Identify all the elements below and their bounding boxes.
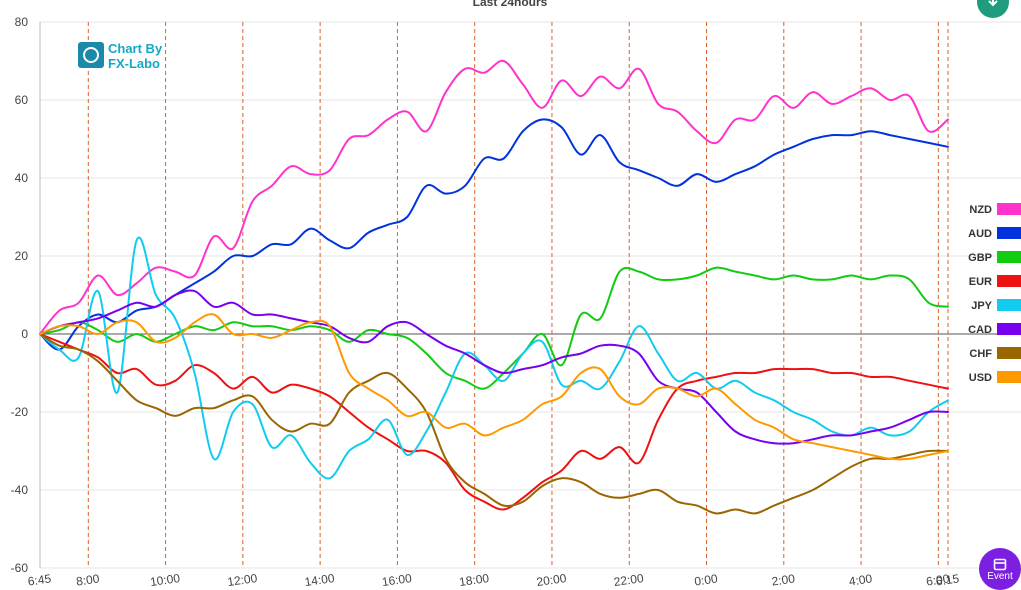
legend-item-eur[interactable]: EUR [969,275,1021,288]
legend-swatch [997,227,1021,239]
legend-label: NZD [969,204,992,216]
x-tick-label: 22:00 [613,571,645,589]
x-tick-label: 6:45 [27,571,52,588]
x-tick-label: 6:15 [935,571,960,588]
legend-item-chf[interactable]: CHF [969,347,1021,360]
logo: Chart By FX-Labo [78,41,163,71]
legend-item-jpy[interactable]: JPY [971,299,1021,312]
logo-icon [78,42,104,68]
series-line-jpy [39,236,949,480]
event-label: Event [987,570,1013,582]
legend-label: JPY [971,300,992,312]
chart-title: Last 24hours [473,0,548,9]
legend-label: EUR [969,276,992,288]
series-line-cad [39,289,949,445]
legend[interactable]: NZD AUD GBP EUR JPY CAD CHF USD [968,203,1021,384]
y-tick-label: 40 [15,171,29,185]
series-line-aud [39,118,949,351]
legend-label: CAD [968,324,992,336]
logo-line1: Chart By [108,41,163,56]
series-line-nzd [39,59,949,335]
download-button[interactable] [977,0,1009,18]
x-tick-label: 8:00 [75,571,100,588]
series-line-gbp [39,266,949,390]
y-tick-label: -40 [11,483,29,497]
x-tick-label: 2:00 [771,571,796,588]
logo-line2: FX-Labo [108,56,160,71]
series-line-chf [39,333,949,515]
x-tick-label: 6:00 [925,571,950,588]
legend-swatch [997,203,1021,215]
x-tick-label: 18:00 [458,571,490,589]
legend-item-usd[interactable]: USD [969,371,1021,384]
y-tick-label: 60 [15,93,29,107]
legend-item-nzd[interactable]: NZD [969,203,1021,216]
y-axis: -60 -40 -20 0 20 40 60 80 [11,15,29,575]
y-tick-label: -60 [11,561,29,575]
legend-label: AUD [968,228,992,240]
vertical-time-markers [87,22,949,568]
legend-item-cad[interactable]: CAD [968,323,1021,336]
legend-swatch [997,251,1021,263]
legend-swatch [997,323,1021,335]
legend-swatch [997,371,1021,383]
x-axis: 6:45 8:00 10:00 12:00 14:00 16:00 18:00 20:00 22… [27,571,960,589]
event-button[interactable]: Event [979,548,1021,590]
y-tick-label: 80 [15,15,29,29]
logo-icon-ring [83,47,99,63]
y-tick-label: 0 [21,327,28,341]
legend-swatch [997,275,1021,287]
legend-label: USD [969,372,992,384]
legend-label: GBP [968,252,992,264]
download-icon [988,0,998,7]
x-tick-label: 0:00 [693,571,718,588]
legend-swatch [997,299,1021,311]
grid [39,21,1021,569]
y-tick-label: -20 [11,405,29,419]
legend-label: CHF [969,348,992,360]
legend-item-gbp[interactable]: GBP [968,251,1021,264]
series-line-usd [39,313,949,461]
series-lines [39,59,949,515]
x-tick-label: 12:00 [226,571,258,589]
x-tick-label: 16:00 [381,571,413,589]
x-tick-label: 20:00 [536,571,568,589]
y-tick-label: 20 [15,249,29,263]
legend-swatch [997,347,1021,359]
legend-item-aud[interactable]: AUD [968,227,1021,240]
x-tick-label: 10:00 [149,571,181,589]
x-tick-label: 4:00 [848,571,873,588]
series-line-eur [39,333,949,511]
x-tick-label: 14:00 [304,571,336,589]
calendar-icon [993,558,1007,570]
